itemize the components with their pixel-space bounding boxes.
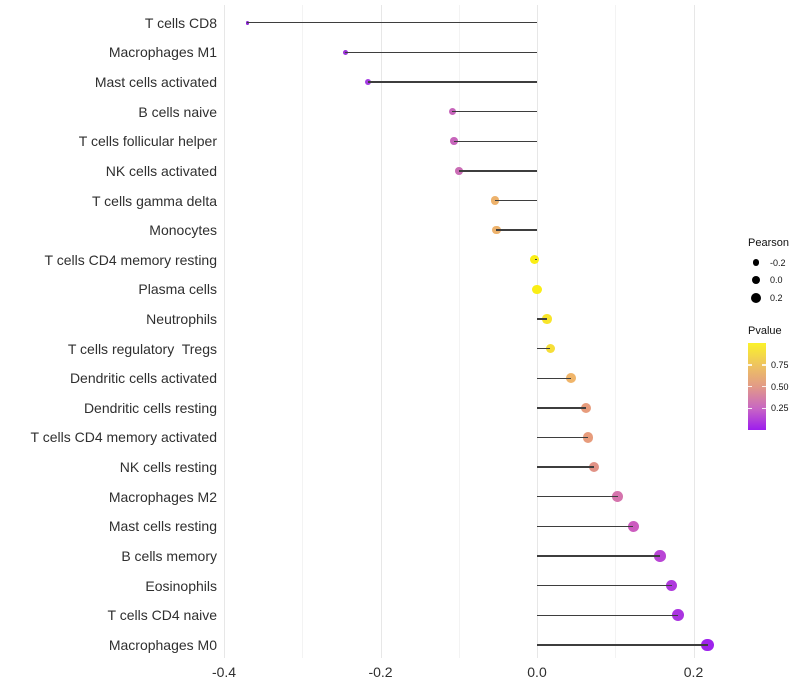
size-legend-label: 0.0	[770, 275, 783, 285]
lollipop-dot	[245, 20, 250, 25]
lollipop-stem	[367, 81, 537, 83]
lollipop-stem	[537, 318, 548, 320]
pvalue-tick-label: 0.50	[771, 381, 789, 392]
lollipop-dot	[342, 49, 349, 56]
y-axis-label: T cells CD4 memory resting	[44, 251, 217, 268]
pvalue-bar-tick	[748, 385, 752, 388]
pvalue-bar-tick	[762, 364, 766, 366]
y-axis-label: Eosinophils	[145, 577, 217, 594]
y-axis-label: T cells gamma delta	[91, 192, 217, 209]
lollipop-stem	[534, 259, 537, 261]
lollipop-dot	[454, 167, 463, 175]
x-axis-tick-label: 0.0	[527, 664, 547, 680]
pvalue-bar-tick	[762, 385, 766, 388]
x-axis-tick-label: -0.4	[211, 664, 237, 680]
y-axis-label: NK cells activated	[105, 162, 217, 179]
lollipop-stem	[452, 110, 537, 113]
y-axis-label: Plasma cells	[138, 281, 217, 298]
y-axis-label: T cells follicular helper	[78, 133, 217, 150]
y-axis-label: Macrophages M1	[108, 44, 217, 61]
lollipop-stem	[537, 644, 708, 646]
gridline-major	[693, 5, 695, 658]
gridline-major	[380, 5, 382, 658]
pvalue-bar-tick	[748, 407, 752, 409]
lollipop-dot	[565, 373, 576, 384]
lollipop-dot	[627, 520, 639, 532]
size-legend-dot	[751, 275, 761, 285]
lollipop-stem	[494, 199, 537, 202]
pvalue-gradient-bar	[748, 343, 766, 430]
lollipop-stem	[537, 584, 672, 587]
y-axis-label: Dendritic cells resting	[83, 399, 217, 416]
lollipop-stem	[537, 377, 571, 379]
size-legend-label: 0.2	[770, 292, 783, 303]
x-axis-tick-label: 0.2	[683, 664, 704, 680]
lollipop-stem	[537, 466, 595, 468]
lollipop-stem	[537, 496, 618, 498]
y-axis-label: Monocytes	[149, 222, 217, 239]
lollipop-stem	[247, 22, 537, 24]
y-axis-label: T cells CD8	[144, 14, 217, 31]
y-axis-label: NK cells resting	[119, 459, 217, 476]
lollipop-stem	[537, 525, 634, 528]
pvalue-tick-label: 0.75	[771, 359, 789, 370]
gridline-major	[224, 5, 225, 658]
size-legend-dot	[751, 292, 761, 303]
pvalue-bar-tick	[762, 407, 766, 409]
gridline-minor	[615, 5, 617, 658]
lollipop-stem	[345, 51, 537, 54]
y-axis-label: Macrophages M0	[108, 636, 217, 653]
gridline-minor	[458, 5, 460, 658]
color-legend-title: Pvalue	[748, 325, 782, 337]
y-axis-label: B cells memory	[121, 547, 217, 564]
pvalue-bar-tick	[748, 364, 752, 366]
lollipop-stem	[537, 436, 588, 439]
y-axis-label: T cells regulatory Tregs	[67, 340, 217, 357]
lollipop-dot	[530, 255, 540, 265]
y-axis-label: Macrophages M2	[108, 488, 217, 505]
gridline-minor	[302, 5, 304, 658]
lollipop-stem	[537, 614, 678, 616]
lollipop-dot	[701, 638, 714, 652]
size-legend-label: -0.2	[770, 257, 786, 268]
lollipop-stem	[454, 140, 537, 142]
lollipop-stem	[537, 407, 587, 409]
lollipop-dot	[448, 107, 457, 116]
gridline-major	[537, 5, 538, 658]
lollipop-dot	[588, 461, 600, 473]
lollipop-stem	[458, 170, 537, 172]
y-axis-label: T cells CD4 memory activated	[30, 429, 217, 446]
size-legend-dot	[752, 259, 760, 266]
lollipop-stem	[537, 555, 660, 557]
pvalue-tick-label: 0.25	[771, 403, 789, 414]
y-axis-label: Neutrophils	[146, 311, 217, 327]
y-axis-label: T cells CD4 naive	[107, 607, 217, 624]
y-axis-label: Mast cells activated	[94, 74, 217, 91]
lollipop-stem	[496, 229, 537, 231]
size-legend-title: Pearson	[748, 237, 789, 249]
lollipop-dot	[532, 284, 542, 294]
y-axis-label: Mast cells resting	[108, 518, 217, 535]
y-axis-label: B cells naive	[138, 103, 217, 120]
y-axis-label: Dendritic cells activated	[69, 370, 217, 387]
x-axis-tick-label: -0.2	[368, 664, 393, 680]
lollipop-stem	[537, 347, 551, 350]
